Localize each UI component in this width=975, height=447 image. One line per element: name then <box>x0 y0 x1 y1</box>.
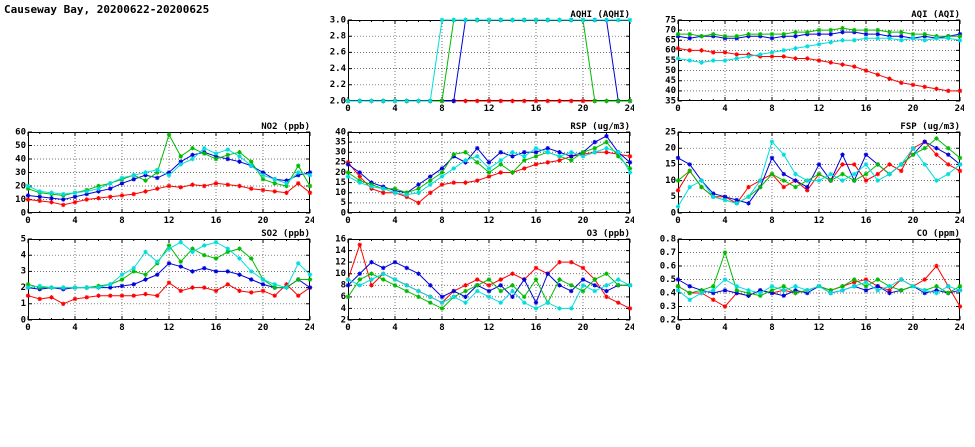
chart-aqhi <box>322 8 634 116</box>
chart-aqi <box>652 8 964 116</box>
chart-co <box>652 227 964 335</box>
chart-canvas-o3 <box>322 227 634 335</box>
chart-canvas-fsp <box>652 120 964 228</box>
page-title: Causeway Bay, 20200622-20200625 <box>4 3 210 16</box>
chart-fsp <box>652 120 964 228</box>
chart-canvas-rsp <box>322 120 634 228</box>
chart-canvas-so2 <box>2 227 314 335</box>
chart-no2 <box>2 120 314 228</box>
chart-so2 <box>2 227 314 335</box>
chart-canvas-aqi <box>652 8 964 116</box>
chart-canvas-no2 <box>2 120 314 228</box>
chart-rsp <box>322 120 634 228</box>
chart-canvas-co <box>652 227 964 335</box>
chart-o3 <box>322 227 634 335</box>
chart-canvas-aqhi <box>322 8 634 116</box>
